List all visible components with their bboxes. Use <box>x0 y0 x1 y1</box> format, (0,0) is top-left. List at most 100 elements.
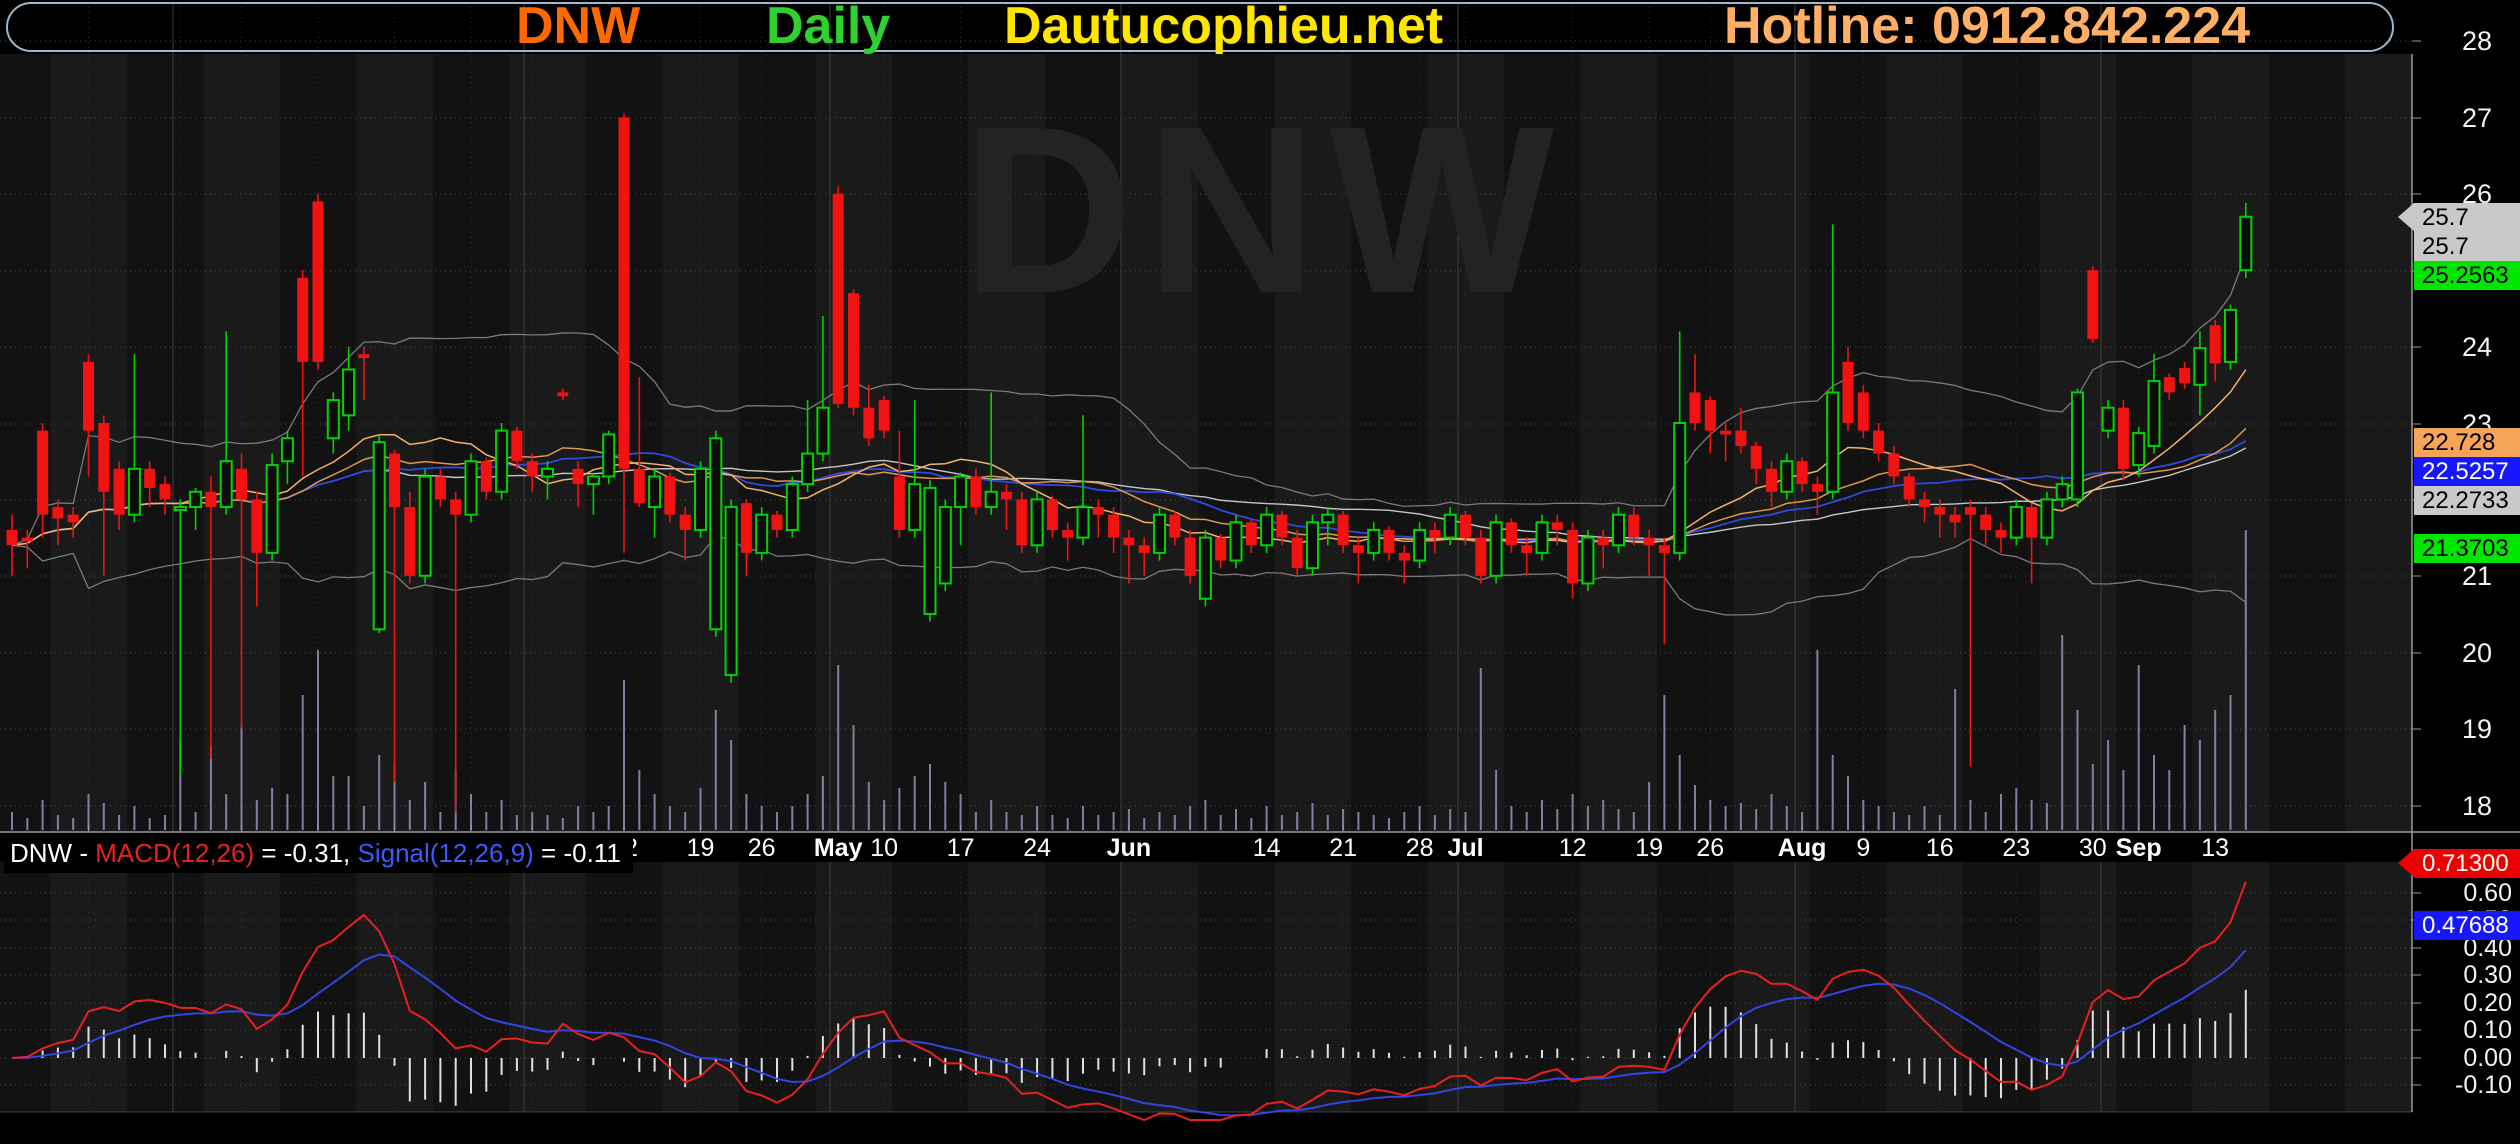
volume-bar <box>1694 785 1696 830</box>
volume-bar <box>1739 803 1742 830</box>
volume-bar <box>11 812 13 830</box>
candle-body-up <box>785 483 799 531</box>
volume-bar <box>148 818 151 830</box>
volume-bar <box>806 794 809 830</box>
date-axis-tick-label: 21 <box>1329 834 1357 862</box>
volume-bar <box>1418 806 1421 830</box>
volume-bar <box>41 800 44 830</box>
volume-bar <box>944 782 947 830</box>
volume-bar <box>393 764 396 830</box>
candle-body-down <box>1046 499 1058 530</box>
volume-bar <box>1357 812 1360 830</box>
candle-body-up <box>984 490 998 509</box>
candle-body-down <box>1628 514 1640 538</box>
macd-histogram-bar <box>408 1058 411 1102</box>
macd-histogram-bar <box>1495 1050 1498 1058</box>
candle-body-down <box>2117 407 2129 469</box>
macd-histogram-bar <box>72 1047 75 1058</box>
date-axis-tick-label: Jul <box>1447 834 1484 862</box>
candle-body-down <box>1964 507 1976 515</box>
candle-body-down <box>67 514 79 523</box>
macd-histogram-bar <box>1709 1006 1712 1058</box>
candle-body-up <box>2132 431 2146 467</box>
volume-bar <box>1785 806 1788 830</box>
volume-bar <box>1173 815 1176 830</box>
candle-body-up <box>1260 513 1274 547</box>
candle-body-down <box>1796 461 1808 485</box>
macd-histogram-bar <box>1433 1050 1436 1058</box>
macd-histogram-bar <box>1326 1043 1329 1058</box>
volume-bar <box>2214 710 2217 830</box>
candle-body-up <box>816 406 830 455</box>
macd-histogram-bar <box>1908 1058 1911 1075</box>
volume-bar <box>1449 809 1452 830</box>
macd-histogram-bar <box>1632 1049 1635 1058</box>
candle-body-down <box>1062 529 1074 538</box>
candle-body-down <box>1016 499 1028 546</box>
date-axis-tick-label: 19 <box>1635 834 1663 862</box>
candle-body-down <box>1980 514 1992 530</box>
signal-name: Signal(12,26,9) <box>357 838 534 868</box>
candle-body-up <box>1489 521 1503 577</box>
date-axis-tick-label: 14 <box>1252 834 1281 862</box>
candle-body-down <box>1352 545 1364 553</box>
volume-bar <box>1020 815 1023 830</box>
volume-bar <box>1648 782 1651 830</box>
volume-bar <box>500 800 503 830</box>
macd-signal-line <box>11 949 2247 1117</box>
volume-bar <box>638 770 641 830</box>
macd-axis-tick-label: -0.10 <box>2455 1071 2512 1099</box>
volume-bar <box>286 794 289 830</box>
candle-body-down <box>37 430 49 515</box>
macd-histogram-bar <box>194 1052 197 1058</box>
macd-histogram-bar <box>1464 1046 1467 1058</box>
macd-histogram-bar <box>1862 1042 1865 1058</box>
volume-bar <box>1326 815 1329 830</box>
bollinger-upper-line <box>11 254 2247 546</box>
volume-bar <box>1280 815 1283 830</box>
volume-bar <box>271 788 274 830</box>
candle-body-down <box>1245 522 1257 546</box>
macd-histogram-bar <box>1357 1051 1360 1058</box>
macd-histogram-bar <box>2168 1023 2171 1058</box>
macd-histogram-bar <box>1510 1052 1513 1058</box>
volume-bar <box>1342 809 1345 830</box>
macd-histogram-bar <box>1984 1058 1987 1098</box>
volume-bar <box>1250 818 1253 830</box>
macd-axis-tick-label: 0.20 <box>2463 989 2512 1017</box>
candle-body-down <box>1643 537 1655 546</box>
candle-body-down <box>404 507 416 576</box>
macd-histogram-bar <box>454 1058 457 1106</box>
volume-bar <box>1908 815 1911 830</box>
volume-bar <box>974 812 977 830</box>
macd-histogram-bar <box>1648 1052 1651 1058</box>
indicator-value-tag: 0.47688 <box>2414 911 2520 940</box>
date-axis-tick-label: 19 <box>686 834 715 862</box>
candle-body-down <box>664 476 676 515</box>
candle-body-up <box>495 429 509 493</box>
volume-bar <box>1158 812 1161 830</box>
candle-body-down <box>1398 552 1410 561</box>
macd-histogram-bar <box>1770 1038 1773 1058</box>
macd-histogram-bar <box>1938 1058 1941 1091</box>
macd-histogram-bar <box>714 1058 717 1062</box>
date-axis-tick-label: Sep <box>2115 834 2162 862</box>
volume-bar <box>1862 800 1865 830</box>
candle-body-up <box>2009 506 2023 539</box>
candle-body-down <box>83 361 94 431</box>
volume-bar <box>56 815 59 830</box>
volume-bar <box>776 812 778 830</box>
candle-body-down <box>1888 453 1900 477</box>
symbol-title: DNW <box>516 0 641 55</box>
candle-body-up <box>602 433 616 478</box>
macd-histogram-bar <box>1785 1042 1788 1058</box>
candle-body-up <box>954 475 968 509</box>
volume-bar <box>1433 815 1436 830</box>
volume-bar <box>1678 755 1681 830</box>
macd-histogram-bar <box>2183 1023 2186 1058</box>
volume-bar <box>1066 818 1069 830</box>
macd-histogram-bar <box>470 1058 472 1094</box>
macd-histogram-bar <box>1479 1056 1482 1058</box>
date-axis-tick-label: Jun <box>1106 834 1152 862</box>
